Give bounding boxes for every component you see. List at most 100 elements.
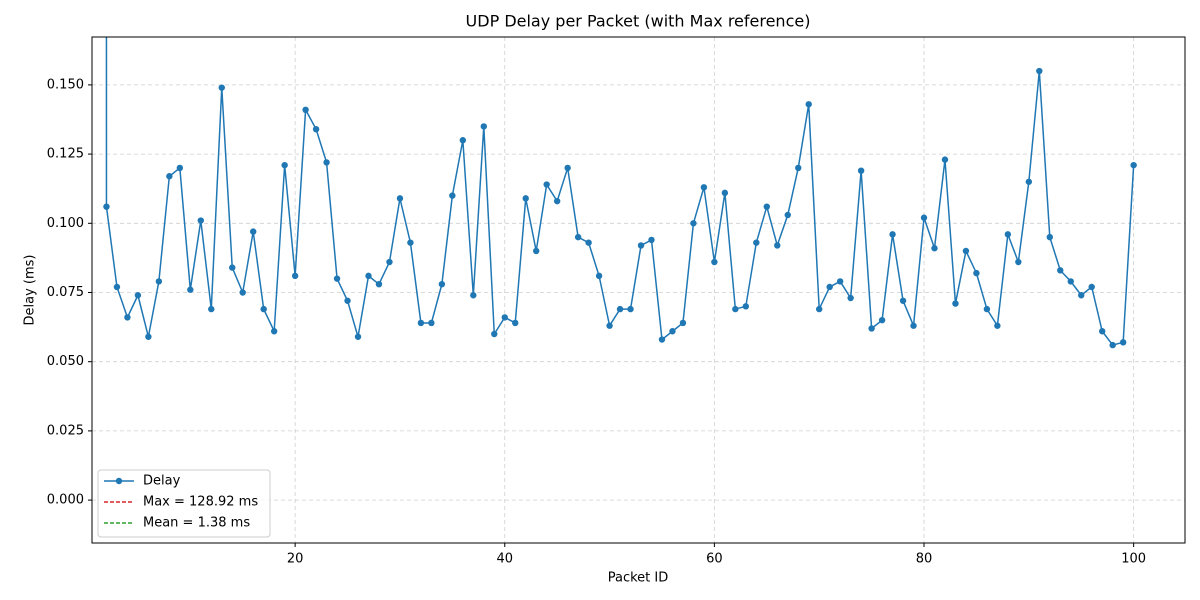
data-point (721, 189, 729, 197)
y-axis-label: Delay (ms) (23, 255, 38, 326)
series-line (105, 37, 1135, 346)
data-point (994, 322, 1001, 329)
chart-title: UDP Delay per Packet (with Max reference… (466, 12, 811, 31)
data-point (637, 242, 645, 249)
data-point (543, 181, 550, 188)
data-point (836, 278, 844, 285)
data-point (239, 289, 246, 296)
data-point (585, 239, 592, 246)
data-point (658, 336, 666, 343)
data-point (878, 316, 886, 324)
data-point (250, 228, 257, 235)
data-point (952, 300, 959, 307)
y-tick-label: 0.150 (47, 77, 84, 92)
data-point (1036, 67, 1043, 75)
x-tick-label: 20 (287, 552, 304, 567)
data-point (868, 325, 875, 332)
data-point (407, 239, 414, 246)
data-point (291, 272, 299, 280)
data-point (574, 233, 582, 241)
data-point (197, 217, 204, 224)
legend-label: Mean = 1.38 ms (143, 516, 250, 531)
data-point (910, 322, 917, 329)
data-point (931, 245, 938, 252)
data-point (1078, 292, 1085, 299)
data-point (270, 328, 278, 335)
data-point (260, 305, 267, 313)
data-point (281, 161, 288, 169)
x-tick-label: 40 (496, 552, 513, 567)
data-point (344, 297, 351, 304)
x-axis-label: Packet ID (608, 571, 669, 586)
data-point (595, 272, 603, 280)
data-point (354, 333, 362, 340)
data-point (553, 197, 561, 205)
data-point (218, 84, 225, 91)
legend-box (97, 469, 271, 538)
data-point (208, 305, 215, 313)
data-point (815, 305, 823, 313)
data-point (784, 211, 791, 219)
data-point (1130, 161, 1137, 169)
data-point (1046, 233, 1053, 241)
data-point (616, 305, 624, 313)
data-point (732, 305, 739, 313)
data-point (176, 164, 184, 172)
data-point (1109, 341, 1116, 349)
data-point (501, 314, 508, 321)
y-tick-label: 0.075 (47, 285, 84, 300)
data-point (365, 272, 372, 280)
y-tick-label: 0.025 (47, 423, 84, 438)
data-point (962, 247, 970, 255)
data-point (323, 159, 330, 166)
data-point (187, 286, 194, 293)
data-point (155, 278, 163, 285)
data-point (606, 322, 613, 329)
data-point (480, 123, 487, 130)
data-point (763, 203, 770, 210)
legend-marker (115, 477, 123, 485)
x-tick-label: 100 (1121, 552, 1146, 567)
data-point (302, 106, 309, 113)
data-point (564, 164, 571, 172)
data-point (711, 258, 718, 266)
data-point (941, 156, 949, 163)
data-point (795, 164, 802, 172)
data-point (889, 231, 896, 238)
data-point (1015, 258, 1022, 266)
data-point (1057, 267, 1064, 274)
legend-label: Delay (143, 474, 181, 489)
data-point (145, 333, 152, 340)
data-point (983, 305, 991, 313)
data-point (899, 297, 907, 304)
data-point (1119, 339, 1127, 346)
data-point (774, 242, 781, 249)
data-point (459, 137, 467, 144)
y-tick-label: 0.125 (47, 147, 84, 162)
data-point (396, 195, 404, 202)
legend-label: Max = 128.92 ms (143, 495, 258, 510)
data-point (920, 214, 928, 221)
data-point (134, 292, 142, 299)
data-point (428, 319, 435, 327)
data-point (113, 283, 121, 291)
data-point (449, 192, 456, 199)
data-point (438, 280, 446, 288)
data-point (103, 203, 110, 210)
data-point (1025, 178, 1033, 185)
data-point (333, 275, 341, 282)
y-tick-label: 0.000 (47, 493, 84, 508)
data-point (700, 184, 708, 191)
data-point (522, 195, 529, 202)
y-tick-label: 0.050 (47, 354, 84, 369)
data-point (857, 167, 865, 174)
data-point (491, 330, 498, 338)
data-point (166, 173, 173, 180)
data-point (1004, 231, 1012, 238)
data-point (826, 283, 833, 291)
data-point (1098, 328, 1106, 335)
data-point (470, 292, 477, 299)
data-point (805, 101, 812, 108)
data-point (690, 220, 697, 227)
